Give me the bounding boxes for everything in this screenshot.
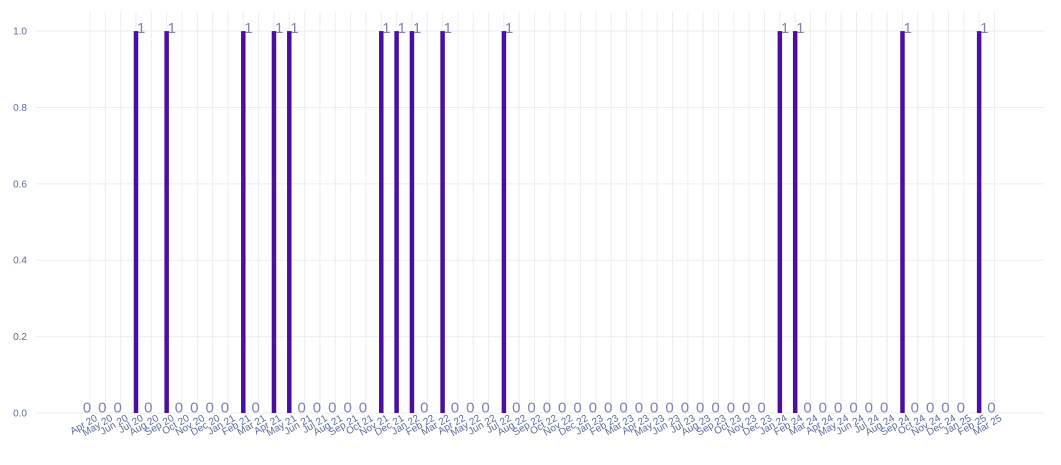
y-tick-label: 0.4 <box>13 256 27 267</box>
y-tick-label: 0.8 <box>13 103 27 114</box>
data-label: 0 <box>144 400 152 417</box>
y-axis-ticks: 0.0 0.2 0.4 0.6 0.8 1.0 <box>13 27 27 420</box>
data-label: 0 <box>313 400 321 417</box>
data-label: 1 <box>903 20 911 37</box>
data-label: 0 <box>803 400 811 417</box>
data-label: 1 <box>290 20 298 37</box>
data-label: 0 <box>221 400 229 417</box>
data-label: 0 <box>175 400 183 417</box>
data-label: 0 <box>880 400 888 417</box>
data-label: 1 <box>444 20 452 37</box>
data-label: 0 <box>619 400 627 417</box>
data-label: 1 <box>137 20 145 37</box>
data-label: 0 <box>98 400 106 417</box>
data-label: 0 <box>865 400 873 417</box>
data-label: 0 <box>834 400 842 417</box>
data-label: 0 <box>527 400 535 417</box>
data-label: 1 <box>244 20 252 37</box>
data-label: 0 <box>543 400 551 417</box>
bars <box>133 31 982 413</box>
bar <box>976 31 982 413</box>
data-label: 0 <box>849 400 857 417</box>
y-tick-label: 0.6 <box>13 179 27 190</box>
data-label: 0 <box>589 400 597 417</box>
data-label: 0 <box>451 400 459 417</box>
bar <box>409 31 415 413</box>
bar <box>379 31 384 413</box>
data-label: 0 <box>727 400 735 417</box>
data-label: 0 <box>190 400 198 417</box>
data-label: 1 <box>382 20 390 37</box>
data-label: 0 <box>83 400 91 417</box>
data-label: 0 <box>987 400 995 417</box>
data-label: 0 <box>635 400 643 417</box>
data-label: 0 <box>113 400 121 417</box>
data-label: 1 <box>275 20 283 37</box>
data-label: 0 <box>251 400 259 417</box>
bar <box>394 31 399 413</box>
bar <box>164 31 169 413</box>
data-label: 1 <box>781 20 789 37</box>
bar <box>241 31 246 413</box>
data-label: 0 <box>466 400 474 417</box>
data-label: 0 <box>757 400 765 417</box>
data-label: 0 <box>573 400 581 417</box>
data-label: 1 <box>413 20 421 37</box>
data-label: 0 <box>343 400 351 417</box>
data-label: 0 <box>665 400 673 417</box>
bar <box>133 31 139 413</box>
data-label: 0 <box>957 400 965 417</box>
bar <box>501 31 507 413</box>
bar <box>777 31 783 413</box>
y-tick-label: 0.2 <box>13 332 27 343</box>
data-label: 0 <box>328 400 336 417</box>
bar <box>900 31 905 413</box>
bar <box>287 31 292 413</box>
data-label: 0 <box>558 400 566 417</box>
data-label: 0 <box>359 400 367 417</box>
y-tick-label: 1.0 <box>13 27 27 38</box>
data-label: 0 <box>696 400 704 417</box>
data-label: 1 <box>796 20 804 37</box>
data-label: 0 <box>512 400 520 417</box>
data-label: 1 <box>980 20 988 37</box>
gridlines <box>36 12 1044 414</box>
data-label: 0 <box>911 400 919 417</box>
data-label: 0 <box>819 400 827 417</box>
data-label: 1 <box>398 20 406 37</box>
bar <box>440 31 445 413</box>
data-label: 0 <box>926 400 934 417</box>
data-label: 0 <box>297 400 305 417</box>
data-label: 0 <box>941 400 949 417</box>
data-label: 0 <box>420 400 428 417</box>
data-label: 0 <box>711 400 719 417</box>
data-label: 0 <box>742 400 750 417</box>
data-label: 1 <box>505 20 513 37</box>
y-tick-label: 0.0 <box>13 409 27 420</box>
data-label: 0 <box>604 400 612 417</box>
data-label: 0 <box>681 400 689 417</box>
bar <box>271 31 277 413</box>
bar <box>792 31 798 413</box>
data-label: 0 <box>650 400 658 417</box>
data-label: 1 <box>168 20 176 37</box>
data-label: 0 <box>205 400 213 417</box>
data-label: 0 <box>481 400 489 417</box>
